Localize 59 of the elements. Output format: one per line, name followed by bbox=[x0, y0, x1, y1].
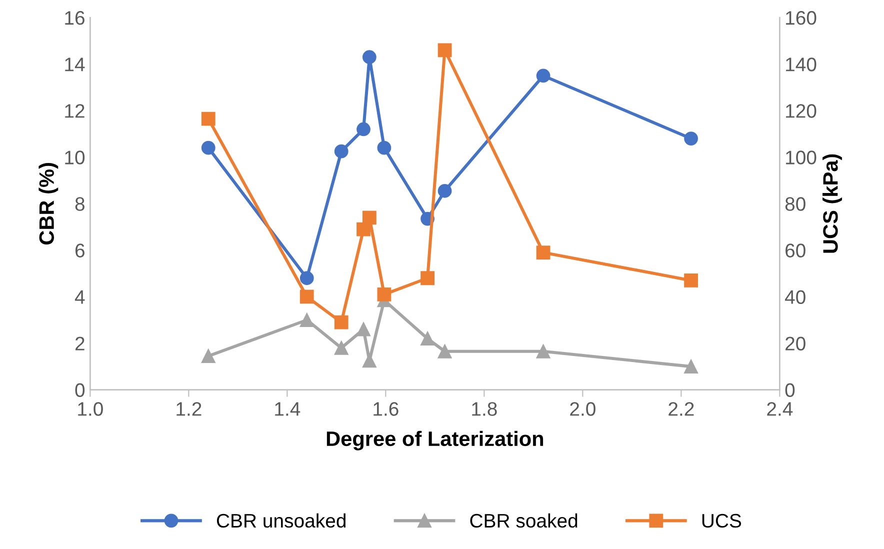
y2-tick-label: 120 bbox=[786, 104, 816, 118]
point bbox=[334, 340, 348, 355]
point bbox=[201, 112, 216, 126]
y-tick-label: 6 bbox=[75, 244, 84, 258]
y2-tick-label: 0 bbox=[785, 383, 795, 398]
y-axis-title: CBR (%) bbox=[38, 163, 58, 244]
point bbox=[300, 271, 314, 286]
y-tick-label: 2 bbox=[75, 336, 84, 350]
y-tick-label: 8 bbox=[75, 197, 84, 211]
x-tick-label: 2.0 bbox=[570, 402, 596, 416]
point bbox=[420, 332, 434, 346]
point bbox=[377, 287, 392, 302]
point bbox=[300, 290, 314, 304]
point bbox=[334, 144, 348, 158]
point bbox=[536, 344, 550, 358]
point bbox=[438, 344, 452, 358]
y2-axis-title: UCS (kPa) bbox=[822, 154, 842, 253]
point bbox=[356, 122, 370, 136]
point bbox=[356, 322, 370, 336]
y2-tick-label: 160 bbox=[786, 11, 816, 25]
point bbox=[356, 222, 370, 236]
point bbox=[420, 271, 434, 286]
point bbox=[201, 349, 216, 363]
y2-tick-label: 60 bbox=[786, 244, 806, 258]
point bbox=[684, 274, 698, 288]
x-tick-label: 1.0 bbox=[78, 402, 103, 416]
point bbox=[684, 360, 698, 374]
y2-tick-label: 20 bbox=[786, 336, 806, 350]
x-tick-label: 2.2 bbox=[668, 402, 694, 416]
x-tick-label: 1.2 bbox=[176, 402, 202, 416]
y-tick-label: 0 bbox=[75, 383, 85, 398]
x-axis-title: Degree of Laterization bbox=[326, 430, 544, 450]
y2-tick-label: 80 bbox=[785, 197, 806, 211]
y-tick-label: 10 bbox=[65, 150, 85, 164]
y-tick-label: 14 bbox=[65, 58, 85, 72]
y2-tick-label: 100 bbox=[786, 150, 816, 164]
y-tick-label: 12 bbox=[65, 104, 84, 118]
x-tick-label: 1.8 bbox=[472, 402, 497, 416]
legend-label: CBR unsoaked bbox=[216, 513, 346, 528]
y2-tick-label: 140 bbox=[786, 58, 816, 72]
y-tick-label: 4 bbox=[74, 290, 85, 304]
point bbox=[362, 50, 376, 64]
x-tick-label: 1.6 bbox=[374, 402, 398, 416]
point bbox=[334, 315, 348, 330]
legend-label: UCS bbox=[702, 514, 742, 528]
point bbox=[201, 140, 216, 155]
legend-label: CBR soaked bbox=[470, 513, 578, 528]
y-tick-label: 16 bbox=[65, 11, 84, 25]
point bbox=[684, 132, 698, 146]
point bbox=[362, 210, 376, 225]
x-tick-label: 2.4 bbox=[767, 402, 793, 416]
x-tick-label: 1.4 bbox=[275, 402, 300, 416]
point bbox=[300, 313, 314, 327]
point bbox=[536, 68, 550, 83]
point bbox=[536, 246, 550, 260]
y2-tick-label: 40 bbox=[784, 290, 806, 304]
point bbox=[377, 140, 392, 155]
point bbox=[438, 43, 452, 58]
point bbox=[438, 184, 452, 198]
